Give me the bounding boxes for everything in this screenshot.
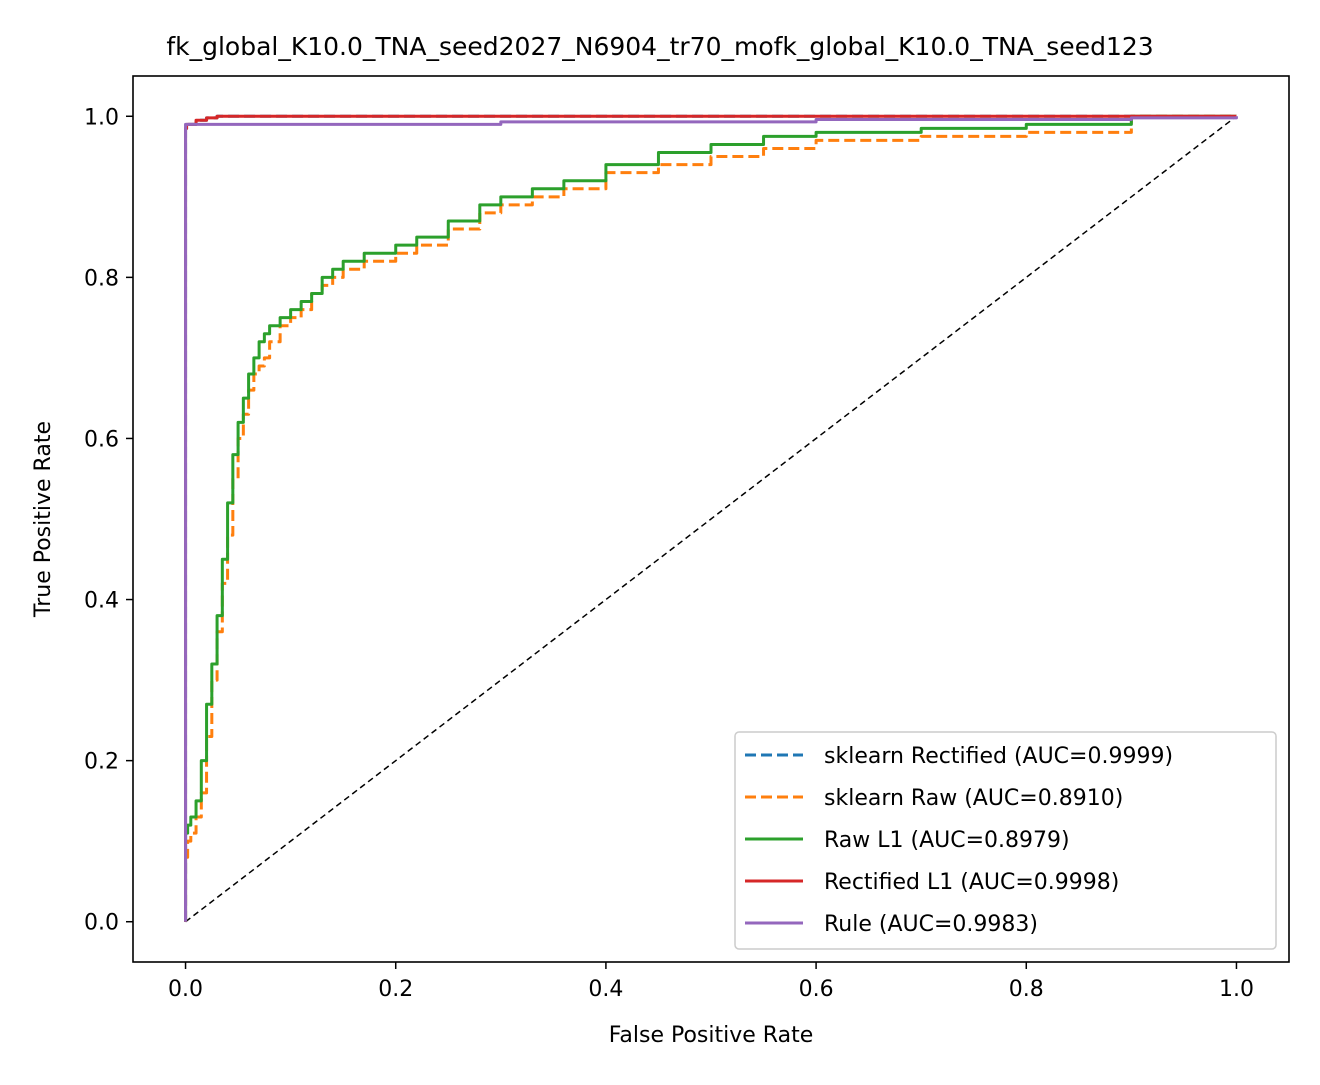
lines-layer [184,114,1238,923]
plot-area [132,75,1290,963]
x-tick-label-2: 0.4 [588,977,623,1002]
legend-label-4: Rule (AUC=0.9983) [824,912,1038,937]
series-line-2 [184,114,1237,922]
x-tick-label-4: 0.8 [1009,977,1044,1002]
legend-box [734,731,1277,950]
chart-title: fk_global_K10.0_TNA_seed2027_N6904_tr70_… [166,32,1153,61]
legend-label-1: sklearn Raw (AUC=0.8910) [824,786,1123,811]
chance-diagonal-line [185,115,1237,923]
y-tick-label-3: 0.6 [84,427,119,452]
x-axis-label: False Positive Rate [609,1023,813,1048]
plot-frame [132,75,1290,963]
series-line-4 [184,116,1238,922]
legend-label-3: Rectified L1 (AUC=0.9998) [824,870,1119,895]
legend-label-0: sklearn Rectified (AUC=0.9999) [824,744,1173,769]
y-tick-label-5: 1.0 [84,105,119,130]
x-axis: 0.0 0.2 0.4 0.6 0.8 1.0 [168,962,1254,1002]
legend-label-2: Raw L1 (AUC=0.8979) [824,828,1070,853]
legend: sklearn Rectified (AUC=0.9999) sklearn Ra… [734,731,1277,950]
y-axis: 0.0 0.2 0.4 0.6 0.8 1.0 [84,105,133,936]
y-tick-label-0: 0.0 [84,911,119,936]
y-tick-label-2: 0.4 [84,589,119,614]
x-tick-label-0: 0.0 [168,977,203,1002]
x-tick-label-1: 0.2 [378,977,413,1002]
x-tick-label-5: 1.0 [1219,977,1254,1002]
y-tick-label-1: 0.2 [84,750,119,775]
x-tick-label-3: 0.6 [799,977,834,1002]
y-axis-label: True Positive Rate [31,421,56,618]
y-tick-label-4: 0.8 [84,266,119,291]
